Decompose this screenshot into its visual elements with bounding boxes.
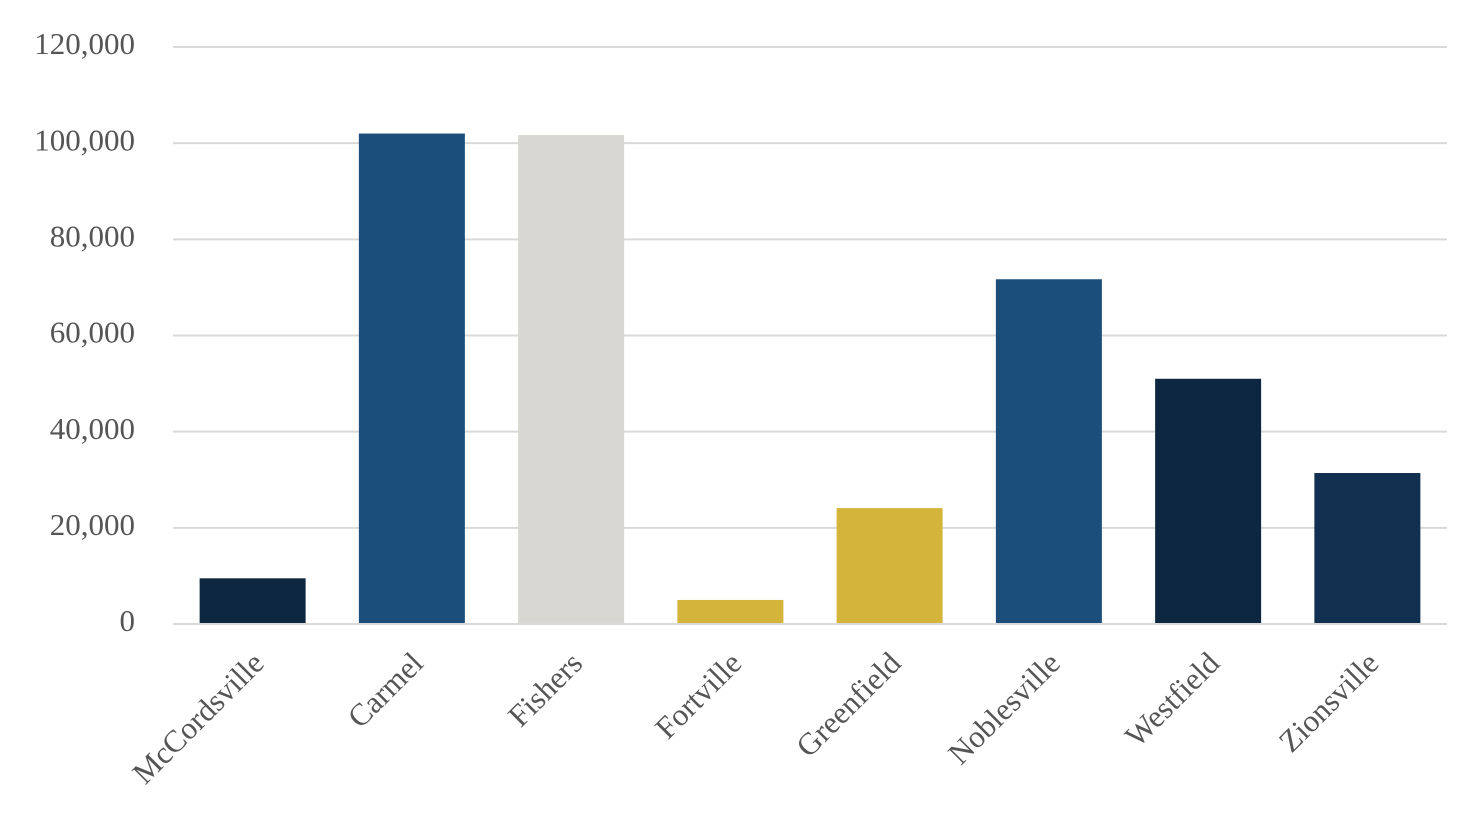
- y-tick-label: 120,000: [34, 26, 135, 61]
- x-tick-label: Carmel: [341, 645, 430, 734]
- bar: [995, 279, 1102, 624]
- y-tick-label: 20,000: [50, 507, 135, 542]
- bar: [358, 133, 465, 625]
- x-tick-label: Fortville: [648, 645, 748, 745]
- bar: [1155, 378, 1262, 624]
- bar: [1314, 473, 1421, 624]
- x-tick-label: Westfield: [1118, 645, 1227, 754]
- x-tick-label: Greenfield: [789, 645, 908, 764]
- bar: [836, 508, 943, 624]
- x-tick-label: Noblesville: [941, 645, 1067, 771]
- y-tick-label: 60,000: [50, 315, 135, 350]
- bar: [199, 578, 306, 624]
- bar: [677, 599, 784, 624]
- y-tick-label: 0: [120, 603, 136, 638]
- x-tick-label: McCordsville: [125, 645, 270, 790]
- x-tick-label: Zionsville: [1272, 645, 1386, 759]
- y-tick-label: 80,000: [50, 218, 135, 253]
- bar: [518, 134, 625, 624]
- y-tick-label: 40,000: [50, 411, 135, 446]
- x-tick-label: Fishers: [501, 645, 589, 733]
- y-tick-label: 100,000: [34, 122, 135, 157]
